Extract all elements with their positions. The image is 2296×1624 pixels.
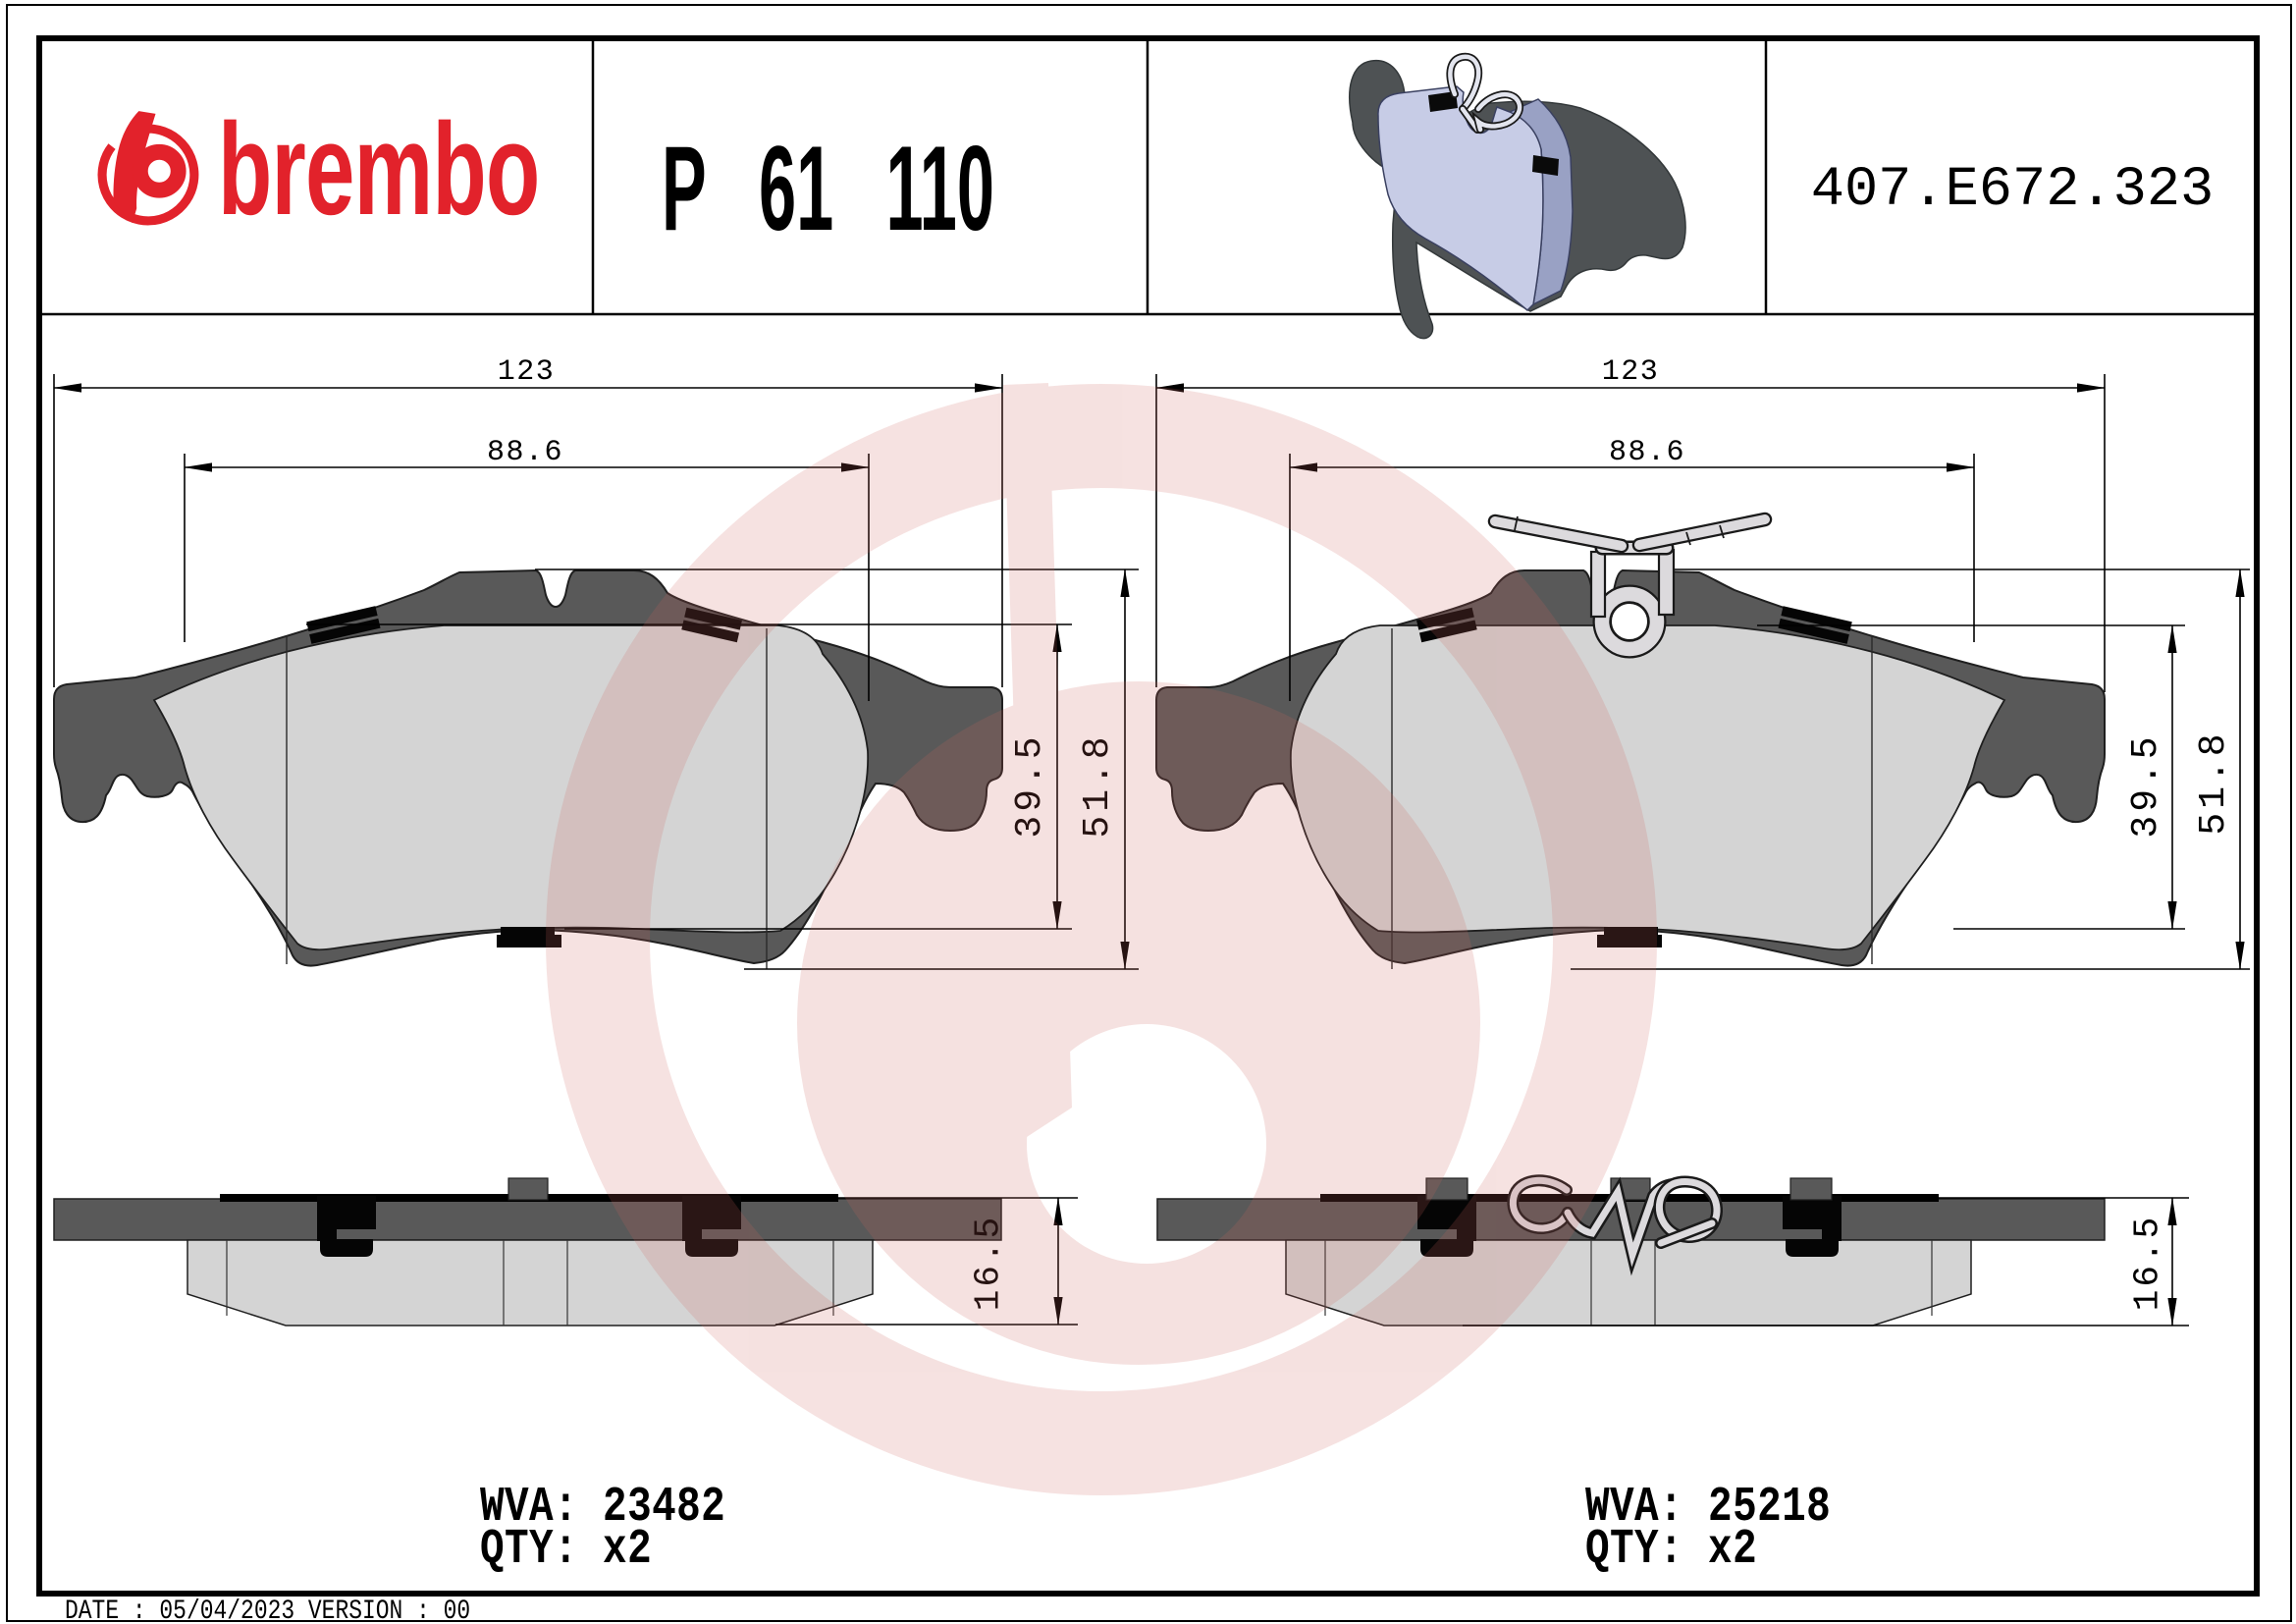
svg-text:88.6: 88.6 [487, 436, 563, 469]
svg-text:DATE : 05/04/2023 VERSION : 00: DATE : 05/04/2023 VERSION : 00 [65, 1596, 470, 1624]
svg-text:407.E672.323: 407.E672.323 [1811, 159, 2214, 222]
svg-text:123: 123 [1602, 355, 1660, 389]
svg-text:51.8: 51.8 [1077, 732, 1119, 838]
svg-text:QTY: x2: QTY: x2 [480, 1521, 652, 1577]
svg-text:88.6: 88.6 [1609, 436, 1685, 469]
svg-text:WVA: 23482: WVA: 23482 [480, 1479, 725, 1535]
svg-text:QTY: x2: QTY: x2 [1585, 1521, 1757, 1577]
svg-text:WVA: 25218: WVA: 25218 [1585, 1479, 1831, 1535]
svg-text:39.5: 39.5 [2125, 732, 2167, 838]
svg-text:brembo: brembo [218, 97, 540, 244]
svg-text:16.5: 16.5 [969, 1215, 1009, 1311]
svg-text:123: 123 [498, 355, 556, 389]
svg-text:16.5: 16.5 [2128, 1215, 2168, 1311]
svg-text:51.8: 51.8 [2193, 730, 2235, 835]
svg-text:39.5: 39.5 [1009, 732, 1051, 838]
svg-text:P 61 110: P 61 110 [662, 122, 994, 256]
